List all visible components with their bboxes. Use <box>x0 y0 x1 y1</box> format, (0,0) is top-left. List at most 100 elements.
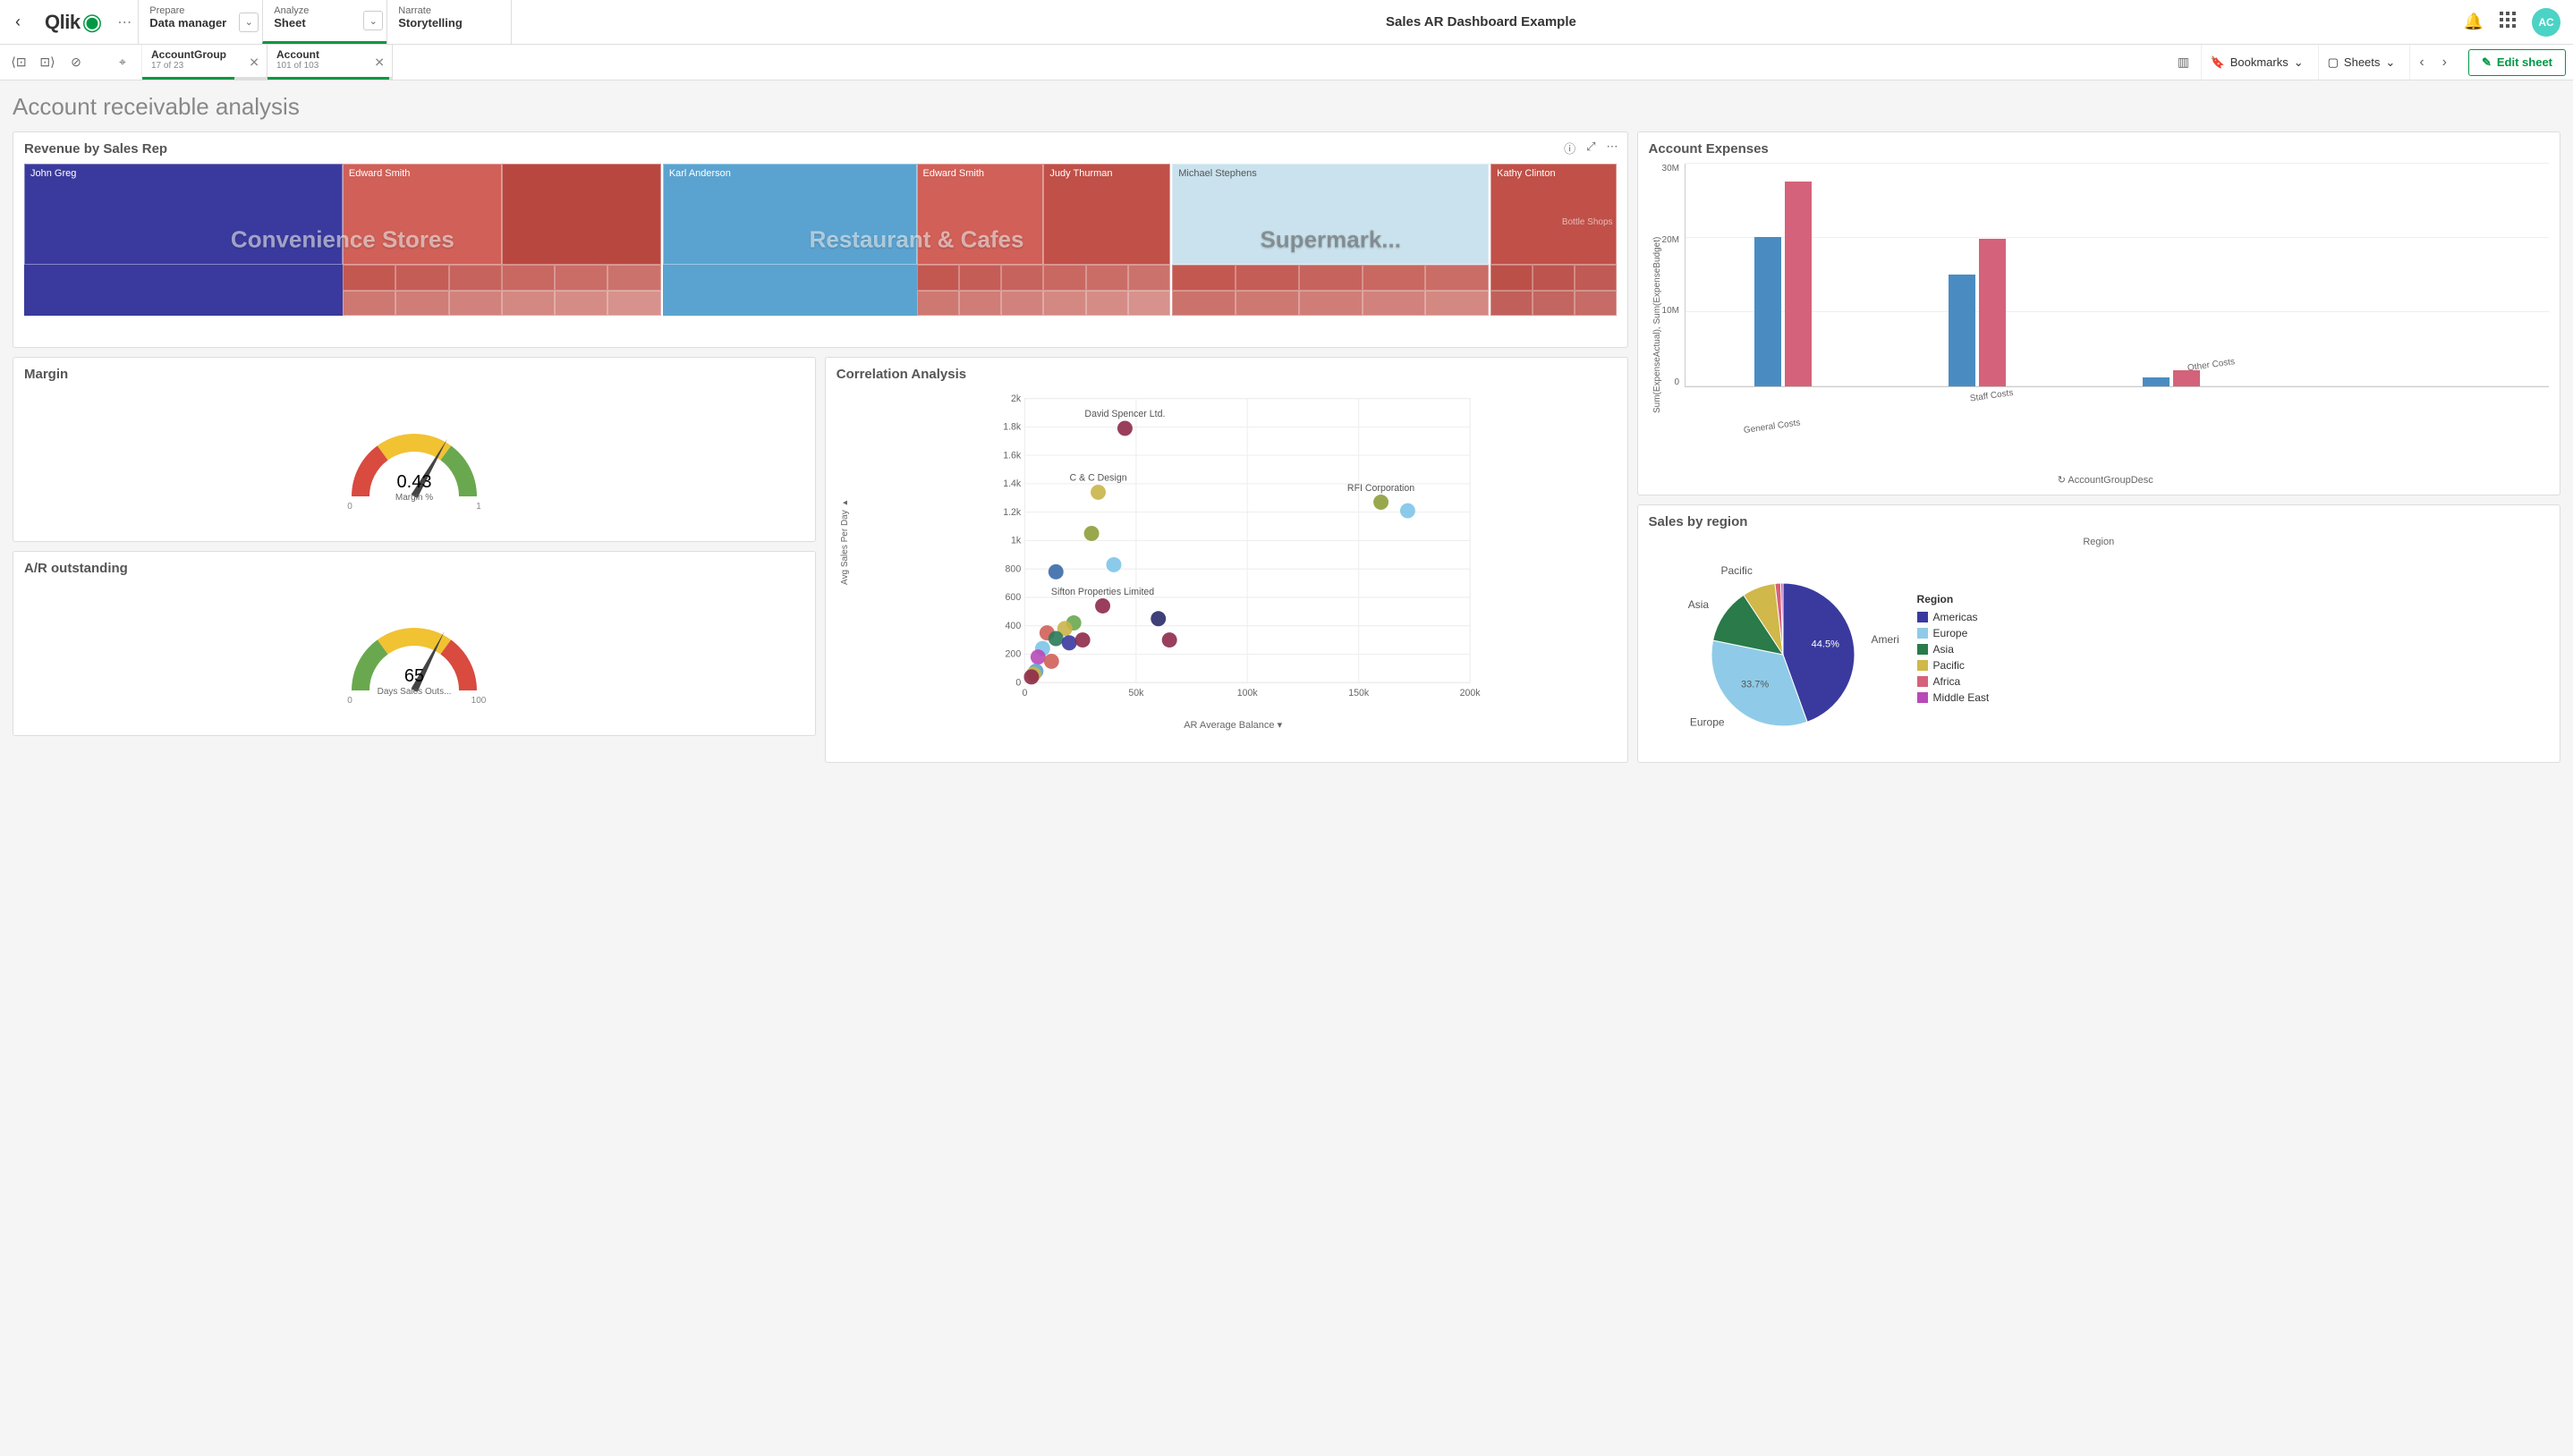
smart-search-icon[interactable]: ⌖ <box>111 51 134 74</box>
clear-selections-icon[interactable]: ⊘ <box>64 51 88 74</box>
svg-text:100k: 100k <box>1237 688 1259 698</box>
card-title: Correlation Analysis <box>836 367 1617 382</box>
selection-back-icon[interactable]: ⟨⊡ <box>7 51 30 74</box>
gauge-chart[interactable]: 0.43Margin %01 <box>316 398 513 532</box>
card-margin-gauge[interactable]: Margin 0.43Margin %01 <box>13 357 816 542</box>
back-button[interactable]: ‹ <box>0 0 36 44</box>
bookmark-icon: 🔖 <box>2211 55 2225 70</box>
logo[interactable]: Qlik ◉ <box>36 0 111 44</box>
legend-item[interactable]: Middle East <box>1917 691 1990 704</box>
svg-text:33.7%: 33.7% <box>1741 679 1769 690</box>
card-title: Sales by region <box>1649 514 2549 529</box>
svg-text:400: 400 <box>1005 621 1021 631</box>
apps-grid-icon[interactable] <box>2500 12 2516 32</box>
prev-sheet-button[interactable]: ‹ <box>2410 55 2433 71</box>
svg-text:50k: 50k <box>1128 688 1144 698</box>
card-ar-gauge[interactable]: A/R outstanding 65Days Sales Outs...0100 <box>13 551 816 736</box>
fullscreen-icon[interactable]: ⤢ <box>1586 140 1595 157</box>
insight-advisor-icon[interactable]: ▥ <box>2172 51 2195 74</box>
cycle-dimension-icon[interactable]: ↻ <box>2058 475 2066 486</box>
legend-item[interactable]: Africa <box>1917 675 1990 688</box>
svg-text:150k: 150k <box>1348 688 1370 698</box>
card-sales-by-region[interactable]: Sales by region Region 44.5%33.7%Pacific… <box>1637 504 2560 763</box>
card-title: A/R outstanding <box>24 561 804 576</box>
sheets-label: Sheets <box>2344 55 2380 69</box>
chevron-down-icon[interactable]: ⌄ <box>239 13 259 32</box>
info-icon[interactable]: ⓘ <box>1564 140 1575 157</box>
svg-text:1k: 1k <box>1011 536 1022 546</box>
svg-text:1.6k: 1.6k <box>1003 450 1022 461</box>
svg-text:0: 0 <box>1022 688 1027 698</box>
close-icon[interactable]: ✕ <box>249 55 259 70</box>
legend-item[interactable]: Pacific <box>1917 659 1990 672</box>
svg-text:Asia: Asia <box>1687 598 1709 611</box>
svg-text:Margin %: Margin % <box>395 493 433 503</box>
svg-text:1: 1 <box>476 502 481 512</box>
notifications-icon[interactable]: 🔔 <box>2464 13 2484 31</box>
y-axis-label: Avg Sales Per Day ▸ <box>836 389 850 693</box>
x-axis-label: AR Average Balance <box>1184 720 1274 731</box>
close-icon[interactable]: ✕ <box>374 55 385 70</box>
card-title: Revenue by Sales Rep <box>24 141 1617 157</box>
svg-text:Europe: Europe <box>1689 716 1724 729</box>
card-revenue-treemap[interactable]: Revenue by Sales Rep ⓘ ⤢ ⋯ Convenience S… <box>13 131 1628 348</box>
x-axis-label: AccountGroupDesc <box>2068 475 2153 486</box>
svg-text:Sifton Properties Limited: Sifton Properties Limited <box>1051 587 1154 597</box>
toolbar-right: ▥ 🔖 Bookmarks ⌄ ▢ Sheets ⌄ ‹ › ✎ Edit sh… <box>2165 45 2573 80</box>
legend-title: Region <box>1917 593 1990 605</box>
svg-text:0.43: 0.43 <box>396 472 431 492</box>
card-account-expenses[interactable]: Account Expenses Sum(ExpenseActual), Sum… <box>1637 131 2560 495</box>
nav-tab-sheet[interactable]: AnalyzeSheet⌄ <box>262 0 387 44</box>
legend-item[interactable]: Asia <box>1917 643 1990 656</box>
card-correlation-scatter[interactable]: Correlation Analysis Avg Sales Per Day ▸… <box>825 357 1628 763</box>
logo-text: Qlik <box>45 11 81 34</box>
edit-sheet-label: Edit sheet <box>2497 55 2552 69</box>
svg-text:RFI Corporation: RFI Corporation <box>1347 483 1414 494</box>
nav-more-button[interactable]: ⋯ <box>111 0 138 44</box>
pie-chart[interactable]: 44.5%33.7%PacificAsiaAmericasEurope <box>1649 547 1899 753</box>
legend-item[interactable]: Europe <box>1917 627 1990 639</box>
top-nav: ‹ Qlik ◉ ⋯ PrepareData manager⌄AnalyzeSh… <box>0 0 2573 45</box>
top-right: 🔔 AC <box>2451 0 2573 44</box>
svg-text:200: 200 <box>1005 649 1021 660</box>
sheets-menu[interactable]: ▢ Sheets ⌄ <box>2318 45 2405 80</box>
svg-text:600: 600 <box>1005 592 1021 603</box>
bar-chart[interactable] <box>1685 164 2549 387</box>
legend-item[interactable]: Americas <box>1917 611 1990 623</box>
scatter-chart[interactable]: 02004006008001k1.2k1.4k1.6k1.8k2k050k100… <box>850 389 1617 711</box>
selection-forward-icon[interactable]: ⊡⟩ <box>36 51 59 74</box>
selection-chips: AccountGroup17 of 23✕Account101 of 103✕ <box>142 45 2165 80</box>
app-title: Sales AR Dashboard Example <box>511 0 2450 44</box>
treemap-chart[interactable]: Convenience StoresJohn GregEdward SmithR… <box>24 164 1617 316</box>
sheets-icon: ▢ <box>2328 55 2339 70</box>
next-sheet-button[interactable]: › <box>2433 55 2456 71</box>
edit-sheet-button[interactable]: ✎ Edit sheet <box>2468 49 2566 76</box>
nav-tab-storytelling[interactable]: NarrateStorytelling <box>386 0 512 44</box>
selection-chip-account[interactable]: Account101 of 103✕ <box>267 45 393 80</box>
svg-text:Pacific: Pacific <box>1720 564 1752 577</box>
nav-tab-data-manager[interactable]: PrepareData manager⌄ <box>138 0 263 44</box>
avatar[interactable]: AC <box>2532 8 2560 37</box>
bookmarks-menu[interactable]: 🔖 Bookmarks ⌄ <box>2201 45 2313 80</box>
svg-text:65: 65 <box>404 666 424 686</box>
chevron-down-icon[interactable]: ⌄ <box>363 11 383 30</box>
page-title: Account receivable analysis <box>13 93 2560 121</box>
more-icon[interactable]: ⋯ <box>1607 140 1618 157</box>
logo-mark-icon: ◉ <box>82 8 103 36</box>
y-axis-label: Sum(ExpenseActual), Sum(ExpenseBudget) <box>1649 164 1662 486</box>
svg-text:100: 100 <box>471 696 487 706</box>
sheet-nav: ‹ › <box>2409 45 2456 80</box>
card-title: Account Expenses <box>1649 141 2549 157</box>
pie-dimension-label: Region <box>1649 537 2549 547</box>
card-title: Margin <box>24 367 804 382</box>
svg-text:1.4k: 1.4k <box>1003 478 1022 489</box>
selection-chip-accountgroup[interactable]: AccountGroup17 of 23✕ <box>142 45 267 80</box>
svg-text:800: 800 <box>1005 563 1021 574</box>
gauge-chart[interactable]: 65Days Sales Outs...0100 <box>316 592 513 726</box>
svg-text:200k: 200k <box>1459 688 1481 698</box>
svg-text:David Spencer Ltd.: David Spencer Ltd. <box>1084 409 1165 419</box>
selection-bar: ⟨⊡ ⊡⟩ ⊘ ⌖ AccountGroup17 of 23✕Account10… <box>0 45 2573 80</box>
pencil-icon: ✎ <box>2482 55 2492 70</box>
svg-text:C & C Design: C & C Design <box>1069 473 1126 484</box>
svg-text:1.2k: 1.2k <box>1003 507 1022 518</box>
